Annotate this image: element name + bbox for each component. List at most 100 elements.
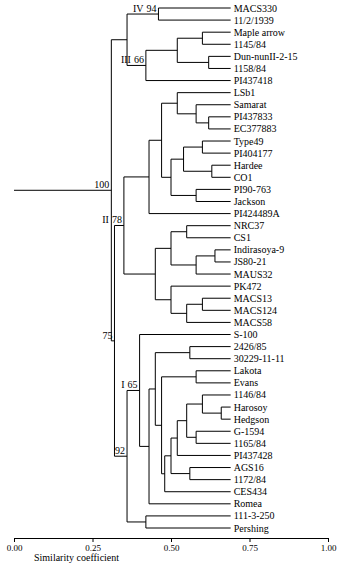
branch <box>171 231 187 232</box>
leaf-label: PI437833 <box>234 111 273 122</box>
leaf-label: MACS13 <box>234 293 272 304</box>
branch <box>165 491 231 492</box>
leaf-label: CO1 <box>234 172 253 183</box>
leaf-label: EC377883 <box>234 123 277 134</box>
branch <box>212 165 231 166</box>
leaf-label: Type49 <box>234 136 264 147</box>
branch <box>196 274 231 275</box>
branch <box>190 467 231 468</box>
tick: 0.75 <box>242 538 258 553</box>
branch <box>171 473 190 474</box>
branch <box>184 147 203 148</box>
branch <box>202 44 230 45</box>
tick-mark <box>14 538 15 542</box>
branch <box>155 299 171 300</box>
node-label: 75 <box>102 330 112 341</box>
leaf-label: 1158/84 <box>234 63 266 74</box>
branch <box>124 176 149 177</box>
leaf-label: 30229-11-11 <box>234 353 285 364</box>
branch <box>111 39 127 40</box>
dendrogram-branches <box>14 8 231 528</box>
leaf-label: Harosoy <box>234 402 268 413</box>
leaf-label: Indirasoya-9 <box>234 244 285 255</box>
leaf-label: NRC37 <box>234 220 265 231</box>
branch <box>149 388 155 389</box>
branch <box>140 334 231 335</box>
leaf-label: Evans <box>234 377 259 388</box>
branch <box>209 116 231 117</box>
branch <box>190 358 231 359</box>
branch <box>202 394 230 395</box>
tick: 1.00 <box>321 538 337 553</box>
branch <box>155 248 171 249</box>
branch <box>155 352 190 353</box>
node-link <box>111 40 112 341</box>
branch <box>209 68 231 69</box>
leaf-label: Hardee <box>234 160 263 171</box>
leaf-label: Samarat <box>234 99 267 110</box>
branch <box>202 32 230 33</box>
leaf-label: Dun-nunII-2-15 <box>234 51 298 62</box>
branch <box>215 249 231 250</box>
tick: 0.50 <box>164 538 180 553</box>
branch <box>187 225 231 226</box>
branch <box>209 56 231 57</box>
bootstrap-value: 100 <box>94 179 109 190</box>
leaf-label: JS80-21 <box>234 256 267 267</box>
bootstrap-value: 65 <box>128 379 138 390</box>
branch <box>171 159 184 160</box>
leaf-label: 1146/84 <box>234 389 266 400</box>
leaf-label: MACS124 <box>234 305 277 316</box>
branch <box>158 20 230 21</box>
leaf-label: Hedgson <box>234 414 270 425</box>
leaf-label: 111-3-250 <box>234 510 275 521</box>
branch <box>196 201 231 202</box>
branch <box>184 171 212 172</box>
branch <box>177 420 186 421</box>
bootstrap-value: 78 <box>112 214 122 225</box>
branch <box>162 376 197 377</box>
branch <box>187 404 203 405</box>
branch <box>140 446 149 447</box>
branch <box>209 128 231 129</box>
leaf-label: PI90-763 <box>234 184 271 195</box>
branch <box>177 113 196 114</box>
leaf-label: Lakota <box>234 365 262 376</box>
cluster-label: III <box>121 54 131 65</box>
leaf-label: LSb1 <box>234 87 256 98</box>
branch <box>221 419 230 420</box>
branch <box>165 455 171 456</box>
branch <box>171 286 231 287</box>
branch <box>177 92 230 93</box>
node-label: 92 <box>115 445 125 456</box>
tick-label: 0.50 <box>164 543 180 553</box>
branch <box>171 195 196 196</box>
branch <box>202 153 230 154</box>
branch <box>155 425 161 426</box>
tick-mark <box>93 538 94 542</box>
branch <box>177 62 208 63</box>
tick-mark <box>328 538 329 542</box>
branch <box>196 255 215 256</box>
node-labels: IV94III66II78I659275100 <box>94 3 156 456</box>
node-label: IV94 <box>133 3 157 14</box>
branch <box>171 438 177 439</box>
leaf-labels: MACS33011/2/1939Maple arrow1145/84Dun-nu… <box>234 3 298 534</box>
branch <box>177 38 202 39</box>
leaf-label: PI424489A <box>234 208 281 219</box>
node-label: III66 <box>121 54 144 65</box>
branch <box>146 515 231 516</box>
branch <box>196 104 231 105</box>
branch <box>196 370 231 371</box>
branch <box>202 298 230 299</box>
chart: MACS33011/2/1939Maple arrow1145/84Dun-nu… <box>0 0 344 564</box>
cluster-label: II <box>102 214 109 225</box>
leaf-label: MACS58 <box>234 317 272 328</box>
branch <box>196 122 209 123</box>
tick-label: 0.00 <box>7 543 23 553</box>
branch <box>146 80 231 81</box>
branch <box>171 264 196 265</box>
leaf-label: CS1 <box>234 232 251 243</box>
branch <box>146 50 177 51</box>
branch <box>177 455 230 456</box>
